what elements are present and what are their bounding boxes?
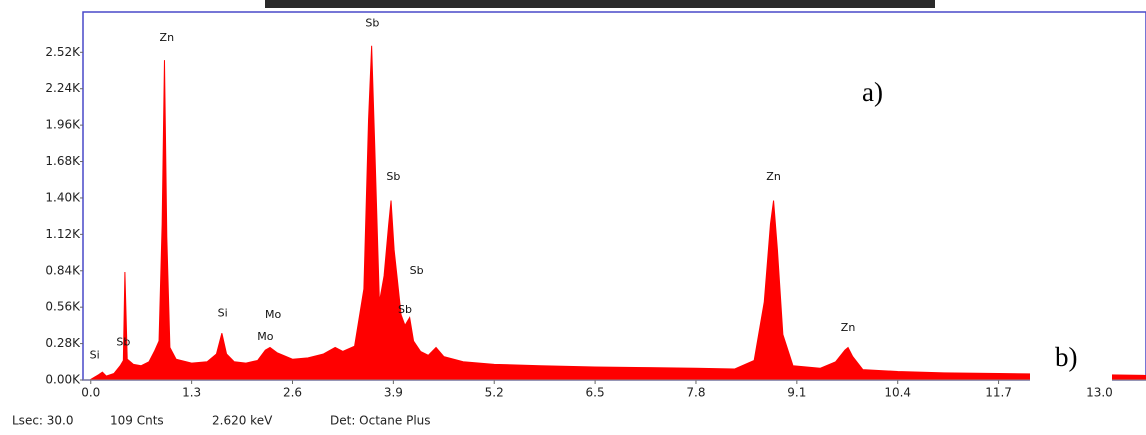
x-tick-label: 5.2 (485, 386, 504, 400)
x-tick-label: 10.4 (884, 386, 911, 400)
y-tick-label: 1.68K (45, 154, 81, 168)
panel-label: b) (1055, 342, 1078, 372)
peak-label: Sb (410, 264, 424, 277)
y-tick-label: 0.00K (45, 373, 81, 387)
peak-label: Zn (160, 31, 175, 44)
chart: 0.00K 0.28K 0.56K 0.84K 1.12K 1.40K 1.68K 1.96K… (0, 0, 1146, 431)
x-tick-label: 3.9 (384, 386, 403, 400)
peak-label: Sb (365, 17, 379, 30)
peak-label: Mo (265, 308, 281, 321)
x-tick-label: 1.3 (182, 386, 201, 400)
y-tick-label: 1.40K (45, 190, 81, 204)
y-tick-label: 2.24K (45, 81, 81, 95)
peak-label: Sb (386, 170, 400, 183)
footer-text: Det: Octane Plus (330, 414, 431, 428)
y-tick-label: 0.28K (45, 336, 81, 350)
y-tick-label: 1.96K (45, 118, 81, 132)
y-tick-label: 1.12K (45, 227, 81, 241)
x-tick-label: 0.0 (81, 386, 100, 400)
peak-label: Sb (116, 335, 130, 348)
panel-label: a) (862, 77, 883, 107)
footer-text: Lsec: 30.0 (12, 414, 74, 428)
peak-label: Sb (398, 303, 412, 316)
y-tick-label: 0.56K (45, 300, 81, 314)
peak-label: Si (90, 348, 100, 361)
plot-frame (83, 12, 1146, 380)
footer-text: 2.620 keV (212, 414, 273, 428)
x-tick-label: 7.8 (686, 386, 705, 400)
x-tick-label: 6.5 (586, 386, 605, 400)
y-tick-label: 2.52K (45, 45, 81, 59)
image-strip (265, 0, 935, 8)
peak-label: Mo (257, 330, 273, 343)
peak-label: Si (218, 307, 228, 320)
y-tick-label: 0.84K (45, 263, 81, 277)
peak-label: Zn (766, 170, 781, 183)
footer-text: 109 Cnts (110, 414, 164, 428)
x-tick-label: 9.1 (787, 386, 806, 400)
x-tick-label: 2.6 (283, 386, 302, 400)
peak-label: Zn (841, 321, 856, 334)
x-tick-label: 13.0 (1086, 386, 1113, 400)
x-tick-label: 11.7 (985, 386, 1012, 400)
